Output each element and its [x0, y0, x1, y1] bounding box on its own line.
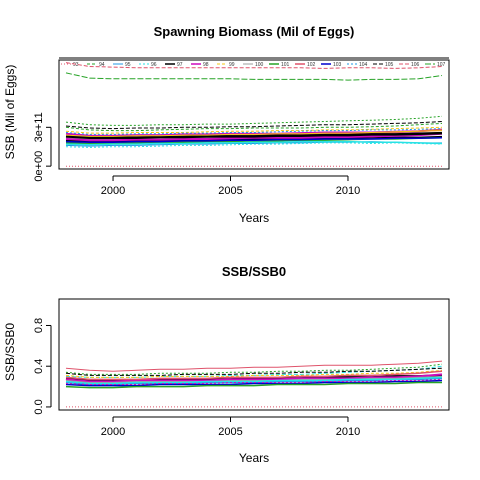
ssb-series-line-94: [65, 122, 443, 132]
ssb-legend-label-97: 97: [177, 62, 183, 68]
ssb-legend-label-95: 95: [125, 62, 131, 68]
ssb-x-tick-label: 2010: [336, 185, 360, 197]
ssb-legend-label-94: 94: [99, 62, 105, 68]
ssb-ratio-series-line-extra-7: [65, 369, 443, 378]
ssb-legend-label-107: 107: [437, 62, 446, 68]
ssb-legend-label-98: 98: [203, 62, 209, 68]
ssb-legend-label-101: 101: [281, 62, 290, 68]
ssb-series-line-99: [65, 126, 443, 134]
ssb-y-axis-label: SSB (Mil of Eggs): [3, 65, 17, 160]
ssb-legend-label-105: 105: [385, 62, 394, 68]
ssb-series-line-107: [65, 72, 443, 81]
ssb-ratio-y-tick-label: 0.0: [33, 399, 45, 414]
ssb-legend-label-99: 99: [229, 62, 235, 68]
ssb-ratio-x-tick-label: 2010: [336, 426, 360, 438]
ssb-legend-label-100: 100: [255, 62, 264, 68]
ssb-ratio-series-line-extra-11: [65, 367, 443, 376]
ssb-series-line-105: [65, 121, 443, 130]
ssb-legend-label-102: 102: [307, 62, 316, 68]
ssb-ratio-series-line-extra-1: [65, 360, 443, 372]
ssb-ratio-series-line-extra-12: [65, 370, 443, 381]
ssb-x-tick-label: 2005: [218, 185, 242, 197]
ssb-ratio-panel: SSB/SSB0 Years SSB/SSB0 2000 2005 2010 0.0 0…: [3, 264, 450, 465]
ssb-series-line-extra-18: [65, 115, 443, 126]
ssb-ratio-series-line-extra-14: [65, 378, 443, 385]
ssb-series-line-extra-19: [65, 130, 443, 137]
ssb-legend-label-93: 93: [73, 62, 79, 68]
ssb-x-axis-label: Years: [239, 211, 269, 225]
ssb-ratio-series-line-extra-5: [65, 373, 443, 383]
ssb-y-tick-label: 3e+11: [33, 112, 45, 142]
ssb-legend-label-106: 106: [411, 62, 420, 68]
ssb-ratio-y-tick-label: 0.8: [33, 318, 45, 333]
ssb-panel: Spawning Biomass (Mil of Eggs) Years SSB…: [3, 24, 450, 225]
ssb-ratio-series-line-extra-13: [65, 376, 443, 385]
ssb-legend: 93 94 95 96 97 98 99 100 101 102 103 104 105 106 107: [59, 57, 449, 68]
ssb-series-line-104: [65, 128, 443, 135]
ssb-ratio-series-line-extra-8: [65, 375, 443, 383]
ssb-ratio-plot-frame: [58, 298, 450, 411]
ssb-ratio-series-line-extra-9: [65, 379, 443, 387]
ssb-ratio-y-axis-label: SSB/SSB0: [3, 323, 17, 381]
ssb-series-line-extra-15: [65, 132, 443, 142]
ssb-series-line-extra-16: [65, 140, 443, 146]
ssb-legend-label-104: 104: [359, 62, 368, 68]
ssb-ratio-x-axis-label: Years: [239, 451, 269, 465]
ssb-legend-label-96: 96: [151, 62, 157, 68]
ssb-ratio-series-line-extra-10: [65, 381, 442, 389]
ssb-ratio-y-tick-label: 0.4: [33, 359, 45, 374]
ssb-series-line-extra-17: [65, 131, 443, 139]
ssb-ratio-x-tick-label: 2000: [101, 426, 125, 438]
ssb-ratio-chart-title: SSB/SSB0: [222, 264, 286, 279]
ssb-series-line-96: [65, 142, 443, 148]
ssb-ratio-series-line-extra-2: [65, 363, 443, 375]
ssb-y-tick-label: 0e+00: [33, 151, 45, 182]
ssb-plot-frame: [58, 59, 450, 170]
ssb-x-tick-label: 2000: [101, 185, 125, 197]
ssb-series-line-106: [65, 62, 443, 69]
ssb-series-line-103: [65, 136, 443, 143]
ssb-legend-label-103: 103: [333, 62, 342, 68]
ssb-chart-title: Spawning Biomass (Mil of Eggs): [154, 24, 355, 39]
ssb-ratio-x-tick-label: 2005: [218, 426, 242, 438]
